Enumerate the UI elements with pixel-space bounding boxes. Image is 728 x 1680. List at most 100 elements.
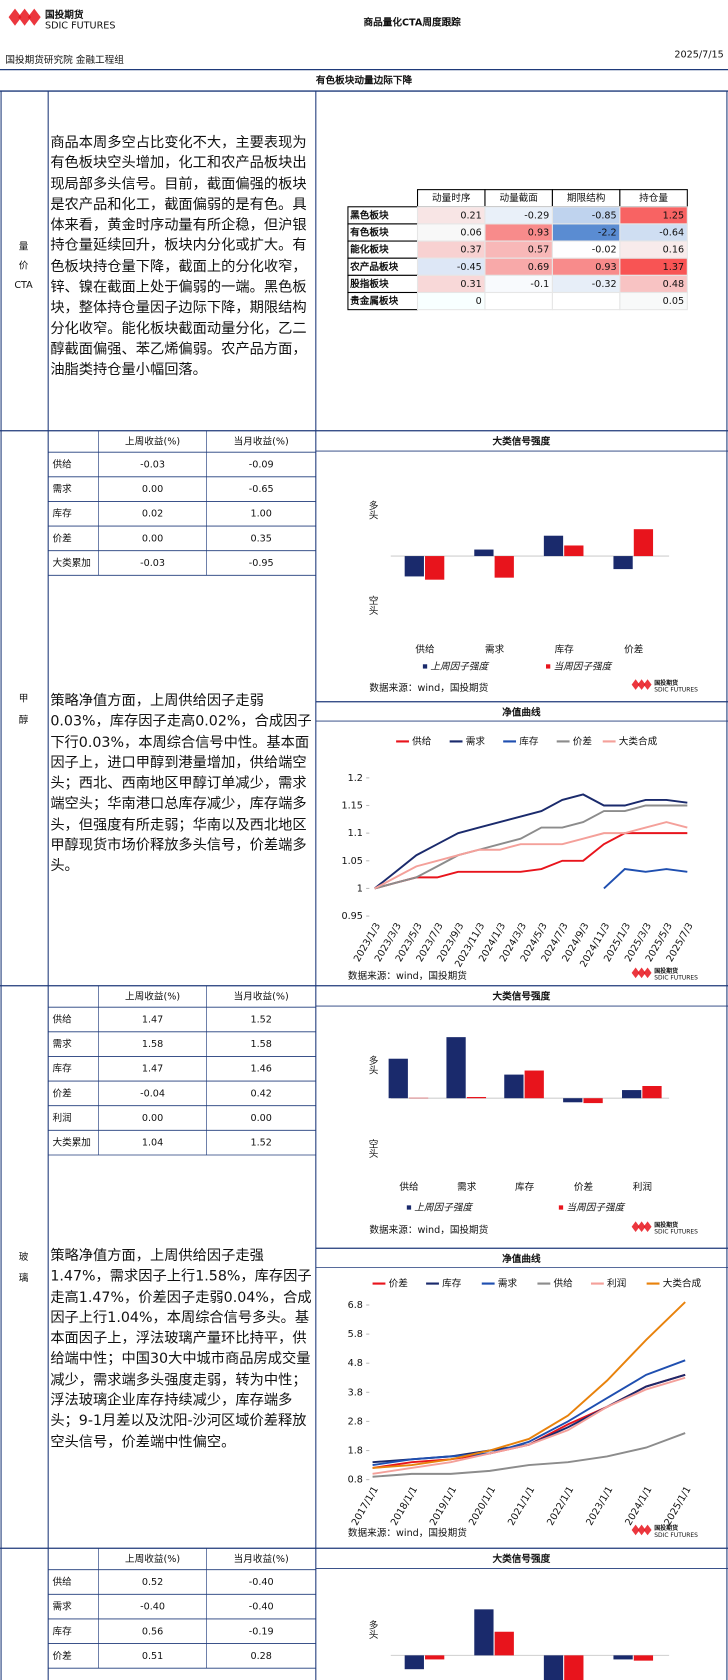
table-cell: 0.28 <box>251 1651 272 1662</box>
table-cell: -0.95 <box>249 558 274 569</box>
legend-label: 利润 <box>607 1278 626 1290</box>
table-cell: 0.56 <box>142 1626 163 1637</box>
short-label: 空头 <box>367 1138 379 1159</box>
chart-title: 大类信号强度 <box>493 990 551 1002</box>
logo-mark <box>643 1221 652 1233</box>
bar <box>563 1098 583 1103</box>
series-line <box>372 1432 686 1478</box>
table-row-label: 库存 <box>52 508 72 520</box>
table-cell: -0.40 <box>249 1577 274 1588</box>
series-line <box>374 804 688 890</box>
table-cell: 0.00 <box>142 484 163 495</box>
heatmap-value: 1.25 <box>663 210 684 221</box>
legend-label: 大类合成 <box>619 735 658 747</box>
source-note: 数据来源：wind，国投期货 <box>369 682 488 694</box>
table-cell: 1.04 <box>142 1138 163 1149</box>
y-tick-label: 0.8 <box>348 1475 363 1486</box>
heatmap-value: -0.02 <box>592 245 617 256</box>
series-line <box>372 1301 686 1469</box>
table-cell: 0.42 <box>251 1088 272 1099</box>
legend-label: 需求 <box>466 735 486 747</box>
table-row-label: 供给 <box>52 1576 72 1588</box>
bar <box>543 535 564 557</box>
series-line <box>372 1373 686 1469</box>
bar <box>494 1631 514 1656</box>
heatmap-value: -0.32 <box>592 279 617 290</box>
heatmap-row: 有色板块 <box>350 226 389 238</box>
series-line <box>372 1376 686 1475</box>
bar <box>474 1609 494 1656</box>
legend-label: 上周因子强度 <box>430 660 489 672</box>
table-cell: 1.52 <box>251 1014 272 1025</box>
heatmap-row: 农产品板块 <box>349 261 398 273</box>
table-cell: -0.65 <box>249 484 274 495</box>
legend-label: 需求 <box>498 1278 518 1290</box>
bar <box>404 556 424 577</box>
table-header: 当月收益(%) <box>234 435 289 447</box>
legend-swatch <box>546 664 551 669</box>
bar <box>425 556 445 580</box>
paragraph-box: 商品本周多空占比变化不大，主要表现为有色板块空头增加，化工和农产品板块出现局部多… <box>50 135 306 378</box>
category-label: 价差 <box>624 643 644 655</box>
logo-text: 国投期货 <box>654 1524 678 1532</box>
legend-label: 供给 <box>412 735 432 747</box>
source-note: 数据来源：wind，国投期货 <box>348 970 467 982</box>
bar <box>642 1086 662 1099</box>
chart-title: 大类信号强度 <box>493 435 551 447</box>
heatmap-value: 0.31 <box>460 279 481 290</box>
heatmap-value: 0.48 <box>663 279 684 290</box>
x-tick-label: 2020/1/1 <box>467 1485 498 1528</box>
heatmap-value: 0.37 <box>460 245 481 256</box>
category-label: 利润 <box>633 1181 652 1193</box>
table-row-label: 大类累加 <box>52 557 90 569</box>
table-row-label: 需求 <box>52 1601 72 1613</box>
category-label: 库存 <box>515 1181 535 1193</box>
table-cell: 1.52 <box>251 1138 272 1149</box>
logo-mark <box>637 1524 646 1536</box>
bar <box>613 556 633 570</box>
category-label: 供给 <box>415 643 435 655</box>
logo-subtext: SDIC FUTURES <box>654 975 698 982</box>
table-cell: 0.51 <box>142 1651 163 1662</box>
heatmap-column: 持仓量 <box>639 192 668 204</box>
table-header: 上周收益(%) <box>125 990 180 1002</box>
paragraph: 策略净值方面，上周供给因子走弱0.03%，库存因子走高0.02%，合成因子下行0… <box>50 693 312 875</box>
y-tick-label: 5.8 <box>348 1329 363 1340</box>
table-cell: 0.00 <box>142 533 163 544</box>
logo-mark <box>18 8 32 26</box>
chart-title: 净值曲线 <box>502 1253 541 1265</box>
legend-label: 当周因子强度 <box>566 1201 625 1213</box>
logo-text: 国投期货 <box>654 1221 678 1229</box>
heatmap-value: 0.93 <box>528 227 549 238</box>
bar <box>504 1074 524 1099</box>
heatmap-value: 0.06 <box>460 227 481 238</box>
legend-swatch <box>558 1205 564 1210</box>
section-label: 玻 <box>19 1251 29 1263</box>
table-cell: -0.04 <box>140 1088 165 1099</box>
x-tick-label: 2017/1/1 <box>350 1485 381 1528</box>
heatmap-value: -2.2 <box>598 227 617 238</box>
y-tick-label: 6.8 <box>348 1300 363 1311</box>
bar <box>543 1655 564 1680</box>
logo-mark <box>637 679 646 690</box>
table-row-label: 需求 <box>52 1038 72 1050</box>
logo-text: 国投期货 <box>45 9 84 21</box>
legend-label: 库存 <box>442 1278 462 1290</box>
heatmap-cell <box>484 291 553 311</box>
logo-mark <box>8 8 22 26</box>
logo-mark <box>27 8 41 26</box>
x-tick-label: 2019/1/1 <box>428 1485 459 1528</box>
table-row-label: 供给 <box>52 1013 72 1025</box>
long-label: 多头 <box>367 500 379 521</box>
table-header: 当月收益(%) <box>234 1553 289 1565</box>
table-cell: -0.40 <box>140 1602 165 1613</box>
heatmap-row: 能化板块 <box>350 244 389 256</box>
y-tick-label: 1.2 <box>348 773 363 784</box>
section-label: 量 <box>19 241 29 252</box>
heatmap-column: 动量截面 <box>499 192 538 204</box>
long-label: 多头 <box>367 1055 379 1076</box>
table-cell: 0.00 <box>142 1113 163 1124</box>
